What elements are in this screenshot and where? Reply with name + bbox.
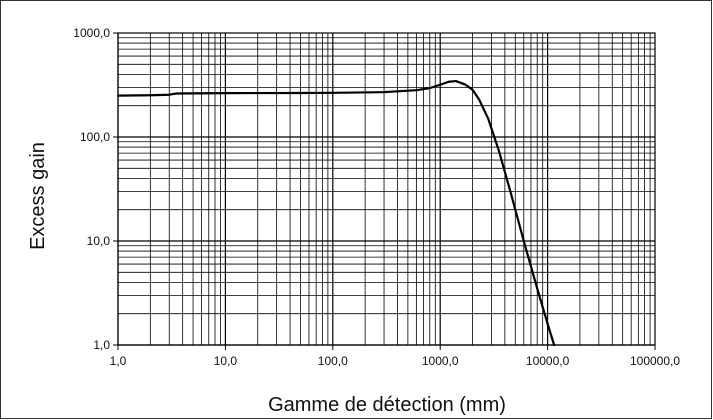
x-tick-label: 1,0 [110, 354, 127, 368]
excess-gain-curve [116, 79, 556, 347]
y-tick-label: 1000,0 [73, 26, 110, 40]
x-axis-title: Gamme de détection (mm) [268, 394, 506, 416]
x-tick-label: 100000,0 [630, 354, 680, 368]
y-tick-label: 10,0 [87, 234, 111, 248]
tick-labels: 1,0 10,0 100,0 1000,0 10000,0 100000,0 1,0 10,0… [73, 26, 680, 368]
x-tick-label: 10000,0 [526, 354, 570, 368]
y-tick-label: 100,0 [80, 130, 110, 144]
plot-area-frame [117, 32, 656, 346]
y-tick-label: 1,0 [93, 338, 110, 352]
x-tick-label: 10,0 [214, 354, 238, 368]
x-tick-label: 1000,0 [422, 354, 459, 368]
y-axis-title: Excess gain [27, 142, 49, 250]
x-tick-label: 100,0 [318, 354, 348, 368]
